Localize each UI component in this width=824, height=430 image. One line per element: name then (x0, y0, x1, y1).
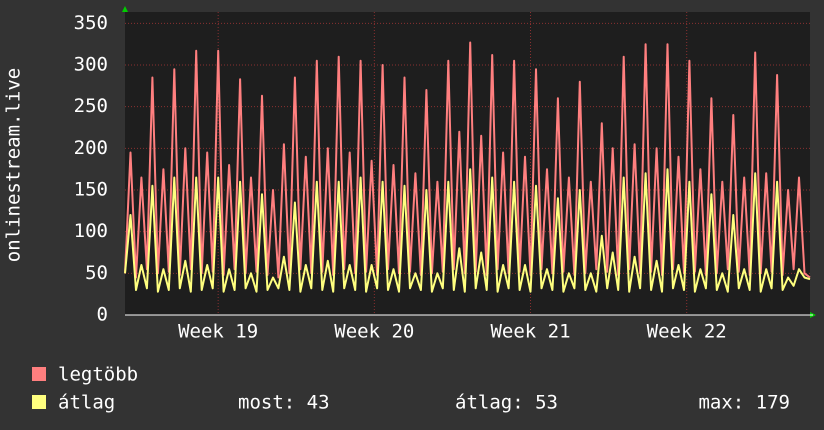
x-tick-label: Week 20 (334, 321, 414, 343)
y-tick-label: 100 (74, 220, 108, 242)
series-line (124, 168, 811, 293)
x-tick-label: Week 19 (178, 321, 258, 343)
legend-stat: most: 43 (238, 392, 330, 414)
marks (124, 12, 811, 316)
legend-stat: max: 179 (698, 392, 790, 414)
y-tick-label: 300 (74, 54, 108, 76)
y-tick-label: 250 (74, 95, 108, 117)
legend-stat: átlag: 53 (455, 392, 558, 414)
series-line (124, 41, 811, 279)
y-tick-label: 50 (85, 262, 108, 284)
x-tick-label: Week 21 (490, 321, 570, 343)
axis-arrow (122, 6, 128, 12)
y-tick-label: 350 (74, 12, 108, 34)
legend-label: legtöbb (58, 364, 138, 386)
legend-label: átlag (58, 392, 115, 414)
y-tick-label: 200 (74, 137, 108, 159)
x-tick-label: Week 22 (647, 321, 727, 343)
y-axis-label: onlinestream.live (3, 68, 25, 262)
y-tick-label: 150 (74, 179, 108, 201)
y-tick-label: 0 (97, 304, 108, 326)
legend-swatch (32, 367, 46, 381)
legend-swatch (32, 395, 46, 409)
